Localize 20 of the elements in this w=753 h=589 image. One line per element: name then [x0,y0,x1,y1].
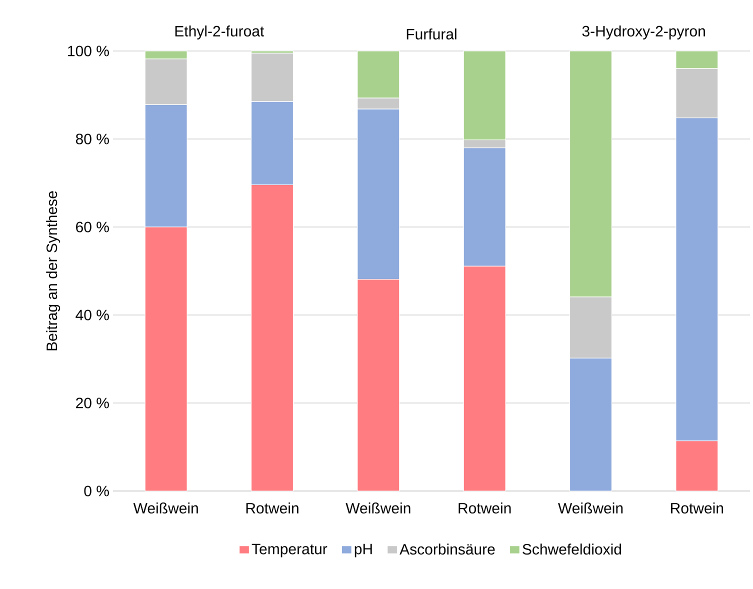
legend-label: Schwefeldioxid [522,544,622,555]
y-tick-label: 40 % [76,310,109,320]
legend-label: pH [354,544,372,558]
y-tick-label: 0 % [84,486,109,496]
x-tick-label: Rotwein [246,502,298,514]
text: Furfural [406,28,456,40]
x-tick-label: Rotwein [671,502,724,514]
y-tick-label: 80 % [76,134,109,144]
text: Ethyl-2-furoat [175,25,264,40]
x-tick-label: Rotwein [458,502,511,514]
x-tick-label: Weißwein [558,502,623,514]
y-tick-label: 20 % [76,398,109,408]
legend-label: Temperatur [252,544,328,558]
text: 3-Hydroxy-2-pyron [582,25,705,40]
y-tick-label: 60 % [76,222,109,232]
y-tick-label: 100 % [68,46,109,56]
legend-label: Ascorbinsäure [400,544,495,555]
x-tick-label: Weißwein [346,502,410,514]
y-axis-title: Beitrag an der Synthese [46,191,60,350]
x-tick-label: Weißwein [133,502,198,514]
